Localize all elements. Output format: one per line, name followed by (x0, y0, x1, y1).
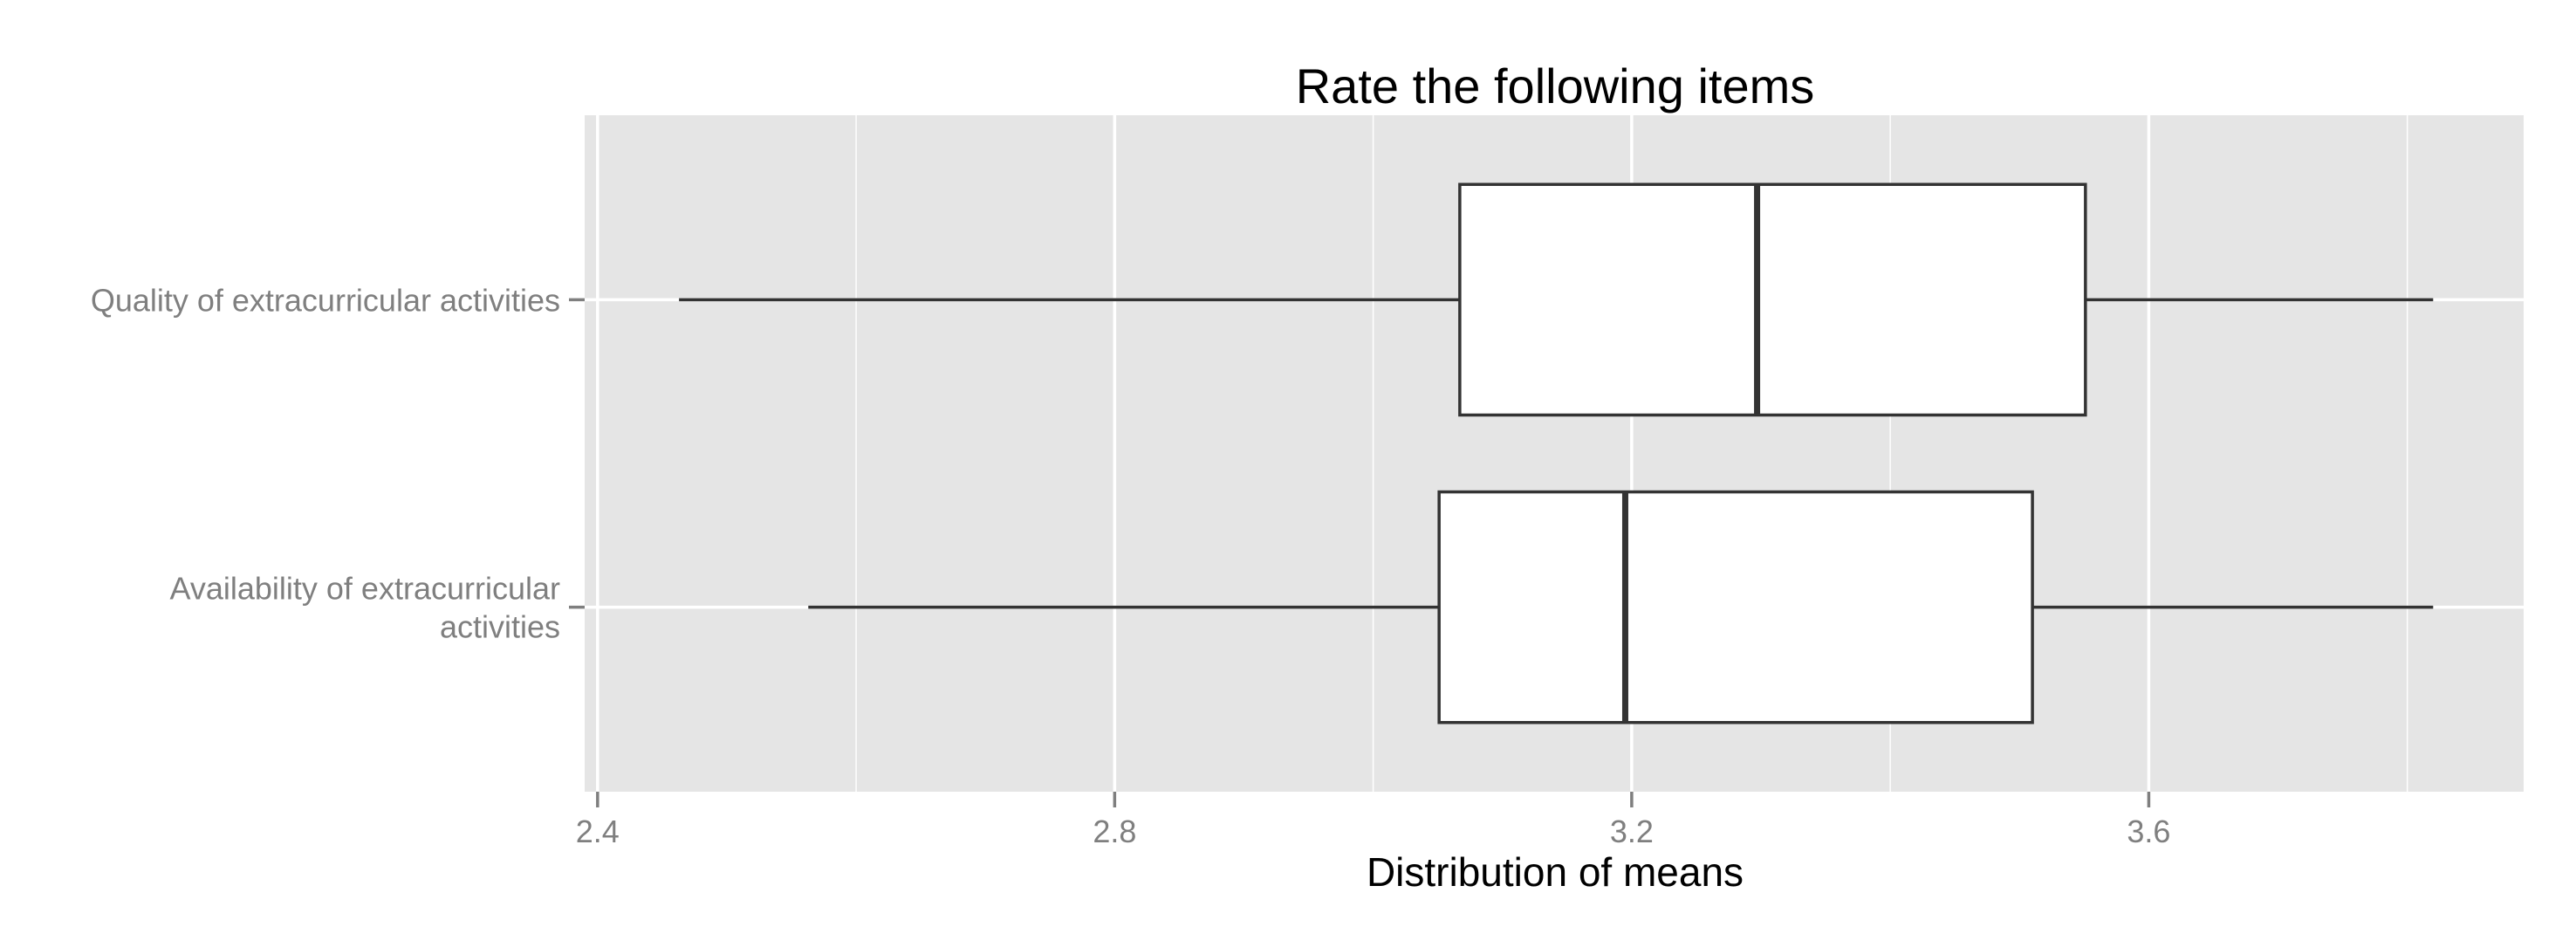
box-iqr (1437, 490, 2034, 724)
x-axis-title: Distribution of means (1367, 849, 1744, 895)
box-item (679, 182, 2434, 417)
x-tick-label: 3.2 (1610, 814, 1654, 849)
y-axis: Quality of extracurricular activities Ava… (91, 282, 585, 645)
y-tick-label: Availability of extracurricular (169, 571, 560, 607)
box-item (808, 490, 2434, 724)
y-tick-label: activities (440, 609, 560, 645)
y-tick-label: Quality of extracurricular activities (91, 282, 560, 318)
box-series (679, 182, 2434, 724)
x-tick-label: 2.4 (576, 814, 620, 849)
x-axis: 2.4 2.8 3.2 3.6 (576, 792, 2170, 849)
box-iqr (1458, 182, 2087, 417)
chart-title: Rate the following items (1296, 58, 1815, 113)
x-tick-label: 3.6 (2127, 814, 2170, 849)
x-tick-label: 2.8 (1093, 814, 1136, 849)
